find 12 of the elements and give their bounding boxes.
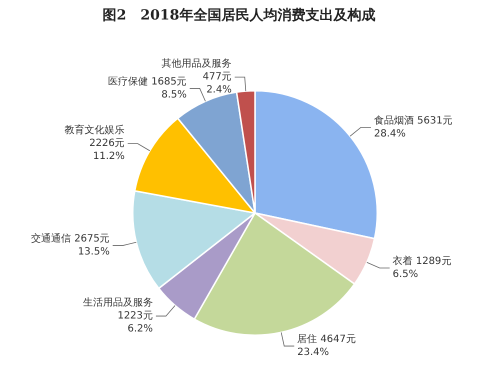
- data-label: 1223元 6.2%: [117, 310, 153, 335]
- slice-label: 交通通信 2675元 13.5%: [31, 232, 110, 258]
- chart-title: 图2 2018年全国居民人均消费支出及构成: [102, 8, 376, 24]
- slice-label: 生活用品及服务: [82, 296, 153, 309]
- slice-label: 教育文化娱乐: [64, 124, 125, 136]
- slice-label: 医疗保健 1685元 8.5%: [108, 76, 187, 101]
- slice-label: 居住 4647元 23.4%: [297, 334, 356, 358]
- slice-label: 食品烟酒 5631元 28.4%: [374, 114, 453, 140]
- data-label: 2226元 11.2%: [89, 138, 125, 162]
- slice-label: 其他用品及服务: [162, 58, 232, 70]
- slice-label: 衣着 1289元 6.5%: [392, 255, 452, 280]
- data-label: 477元 2.4%: [202, 72, 232, 96]
